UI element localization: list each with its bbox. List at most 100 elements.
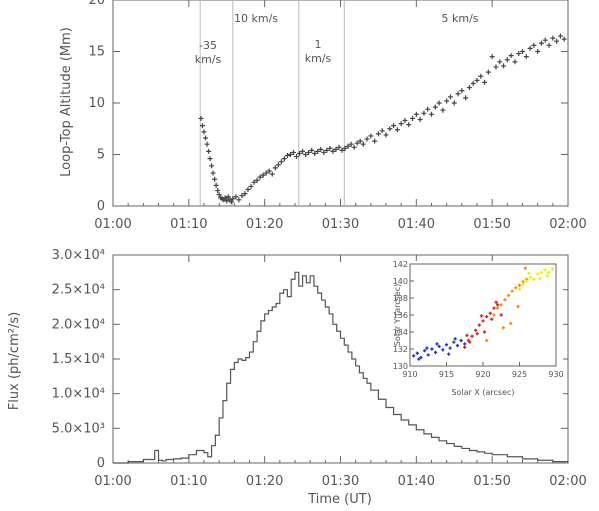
inset-point: [545, 274, 549, 278]
altitude-point: [508, 53, 514, 59]
inset-point: [425, 346, 429, 350]
altitude-point: [333, 146, 339, 152]
flux-x-tick-label: 01:20: [246, 474, 283, 489]
inset-point: [433, 350, 438, 354]
altitude-point: [364, 136, 370, 142]
altitude-point: [209, 163, 215, 169]
inset-point: [550, 267, 554, 271]
annotation-line-3-a: 1: [315, 38, 322, 51]
altitude-y-label: Loop-Top Altitude (Mm): [59, 27, 74, 177]
altitude-point: [351, 144, 357, 150]
inset-point: [494, 300, 498, 304]
altitude-point: [260, 172, 266, 178]
inset-point: [448, 346, 452, 350]
altitude-vertical-lines: [199, 0, 345, 206]
inset-y-tick-label: 134: [393, 328, 408, 337]
inset-point: [455, 344, 460, 348]
altitude-point: [210, 170, 216, 176]
flux-x-label: Time (UT): [307, 492, 372, 507]
altitude-x-tick-label: 01:10: [170, 217, 207, 232]
altitude-point: [342, 145, 348, 151]
inset-point: [475, 332, 479, 336]
altitude-point: [204, 141, 210, 147]
inset-point: [430, 347, 434, 351]
inset-point: [509, 321, 513, 326]
flux-y-tick-label: 2.5×10⁴: [52, 283, 105, 298]
altitude-point: [312, 150, 318, 156]
altitude-point: [531, 42, 537, 48]
inset-point: [482, 330, 487, 334]
altitude-point: [501, 63, 507, 69]
inset-point: [517, 287, 522, 292]
inset-point: [496, 303, 500, 307]
altitude-x-tick-label: 01:50: [473, 217, 510, 232]
inset-x-tick-label: 915: [439, 370, 454, 379]
inset-point: [426, 353, 430, 357]
altitude-point: [459, 88, 465, 94]
altitude-point: [387, 126, 393, 132]
altitude-point: [269, 171, 275, 177]
altitude-point: [222, 195, 228, 201]
altitude-point: [327, 145, 333, 151]
altitude-point: [478, 73, 484, 79]
flux-y-tick-label: 0: [97, 456, 105, 471]
altitude-point: [523, 54, 529, 60]
altitude-point: [201, 129, 207, 135]
altitude-point: [207, 156, 213, 162]
altitude-y-tick-label: 0: [97, 199, 105, 214]
altitude-y-tick-label: 15: [88, 45, 105, 60]
inset-point: [474, 328, 478, 332]
inset-point: [503, 298, 507, 302]
inset-point: [447, 352, 451, 356]
inset-point: [517, 283, 522, 287]
inset-point: [468, 340, 472, 344]
altitude-y-tick-label: 20: [88, 0, 105, 8]
annotation-line-1-a: -35: [199, 39, 217, 52]
inset-y-label: Solar Y (arcsec): [393, 284, 402, 347]
altitude-point: [554, 38, 560, 44]
inset-point: [470, 334, 474, 338]
altitude-point: [275, 162, 281, 168]
altitude-plot-frame: [112, 0, 569, 207]
inset-point: [499, 313, 503, 317]
inset-point: [532, 277, 536, 281]
altitude-point: [224, 198, 230, 204]
altitude-point: [278, 159, 284, 165]
altitude-point: [236, 197, 242, 203]
altitude-point: [242, 191, 248, 197]
inset-point: [536, 272, 540, 276]
altitude-point: [516, 51, 522, 57]
inset-point: [477, 323, 481, 327]
altitude-point: [213, 182, 219, 188]
altitude-point: [432, 104, 438, 110]
altitude-x-tick-label: 01:30: [322, 217, 359, 232]
inset-point: [465, 333, 469, 337]
altitude-point: [225, 194, 231, 200]
altitude-point: [421, 110, 427, 116]
flux-x-tick-label: 01:10: [170, 474, 207, 489]
altitude-point: [489, 54, 495, 60]
altitude-point: [357, 138, 363, 144]
altitude-point: [455, 91, 461, 97]
inset-background: [395, 261, 563, 397]
altitude-point: [263, 170, 269, 176]
inset-point: [441, 348, 445, 352]
inset-point: [419, 355, 423, 360]
altitude-point: [228, 199, 234, 205]
altitude-point: [482, 79, 488, 85]
flux-panel: Flux (ph/cm²/s) 01:00 01:10 01:20 01:30 01:4…: [7, 248, 587, 507]
inset-point: [516, 304, 520, 309]
altitude-point: [254, 177, 260, 183]
inset-x-tick-label: 930: [548, 370, 563, 379]
inset-point: [547, 270, 551, 275]
altitude-x-tick-label: 01:40: [398, 217, 435, 232]
inset-point: [528, 276, 533, 280]
altitude-point: [512, 59, 518, 65]
altitude-point: [557, 33, 563, 39]
altitude-point: [410, 115, 416, 121]
altitude-point: [447, 94, 453, 100]
inset-x-tick-label: 920: [475, 370, 490, 379]
altitude-point: [504, 57, 510, 63]
altitude-point: [216, 192, 222, 198]
